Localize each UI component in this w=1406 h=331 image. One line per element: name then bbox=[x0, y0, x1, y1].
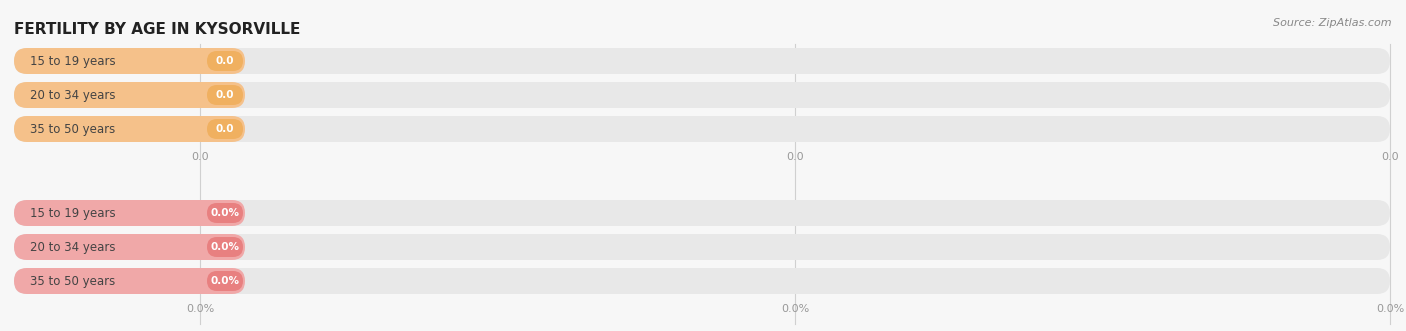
FancyBboxPatch shape bbox=[14, 200, 245, 226]
FancyBboxPatch shape bbox=[207, 203, 243, 223]
FancyBboxPatch shape bbox=[14, 234, 245, 260]
FancyBboxPatch shape bbox=[14, 268, 1391, 294]
Text: 0.0: 0.0 bbox=[215, 124, 235, 134]
Text: 0.0%: 0.0% bbox=[186, 304, 214, 314]
Text: 20 to 34 years: 20 to 34 years bbox=[30, 88, 115, 102]
Text: 0.0: 0.0 bbox=[786, 152, 804, 162]
Text: 0.0%: 0.0% bbox=[211, 208, 239, 218]
Text: 15 to 19 years: 15 to 19 years bbox=[30, 55, 115, 68]
FancyBboxPatch shape bbox=[14, 268, 245, 294]
FancyBboxPatch shape bbox=[207, 85, 243, 105]
FancyBboxPatch shape bbox=[14, 48, 1391, 74]
Text: Source: ZipAtlas.com: Source: ZipAtlas.com bbox=[1274, 18, 1392, 28]
Text: 0.0%: 0.0% bbox=[780, 304, 808, 314]
FancyBboxPatch shape bbox=[207, 237, 243, 257]
Text: 0.0: 0.0 bbox=[215, 56, 235, 66]
Text: FERTILITY BY AGE IN KYSORVILLE: FERTILITY BY AGE IN KYSORVILLE bbox=[14, 22, 301, 37]
Text: 15 to 19 years: 15 to 19 years bbox=[30, 207, 115, 219]
FancyBboxPatch shape bbox=[14, 200, 1391, 226]
Text: 0.0%: 0.0% bbox=[211, 276, 239, 286]
FancyBboxPatch shape bbox=[207, 51, 243, 71]
FancyBboxPatch shape bbox=[14, 234, 1391, 260]
Text: 0.0: 0.0 bbox=[215, 90, 235, 100]
Text: 0.0: 0.0 bbox=[1381, 152, 1399, 162]
Text: 35 to 50 years: 35 to 50 years bbox=[30, 122, 115, 135]
FancyBboxPatch shape bbox=[14, 48, 245, 74]
Text: 35 to 50 years: 35 to 50 years bbox=[30, 274, 115, 288]
FancyBboxPatch shape bbox=[14, 82, 245, 108]
Text: 0.0%: 0.0% bbox=[1376, 304, 1405, 314]
Text: 0.0: 0.0 bbox=[191, 152, 209, 162]
Text: 20 to 34 years: 20 to 34 years bbox=[30, 241, 115, 254]
Text: 0.0%: 0.0% bbox=[211, 242, 239, 252]
FancyBboxPatch shape bbox=[14, 116, 245, 142]
FancyBboxPatch shape bbox=[207, 271, 243, 291]
FancyBboxPatch shape bbox=[14, 116, 1391, 142]
FancyBboxPatch shape bbox=[207, 119, 243, 139]
FancyBboxPatch shape bbox=[14, 82, 1391, 108]
